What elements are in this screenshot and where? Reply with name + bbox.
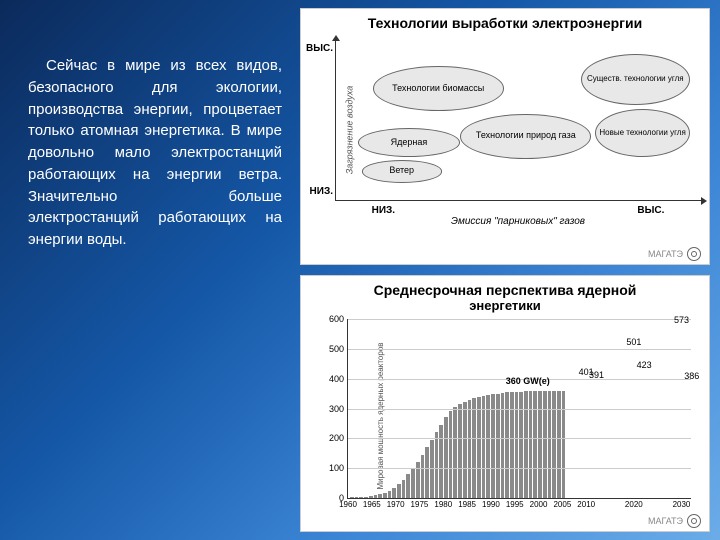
- xtick: 1965: [363, 500, 381, 509]
- ytick: 400: [329, 374, 348, 384]
- xtick: 1980: [434, 500, 452, 509]
- bar: [533, 391, 537, 498]
- bar: [397, 484, 401, 498]
- bar: [439, 425, 443, 498]
- xtick: 2000: [530, 500, 548, 509]
- xtick: 1975: [411, 500, 429, 509]
- bar: [562, 391, 566, 498]
- proj-low-label: 386: [684, 371, 699, 381]
- fig2-footer: МАГАТЭ: [648, 514, 701, 528]
- xtick: 2020: [625, 500, 643, 509]
- ytick: 600: [329, 314, 348, 324]
- fig1-xtick-low: НИЗ.: [372, 205, 395, 216]
- iaea-logo-icon: [687, 247, 701, 261]
- fig1-x-label: Эмиссия "парниковых" газов: [451, 216, 585, 227]
- xtick: 1990: [482, 500, 500, 509]
- bar: [458, 404, 462, 498]
- fig1-plot: Загрязнение воздуха Технологии биомассыЯ…: [335, 35, 701, 225]
- bar: [425, 447, 429, 498]
- fig1-title: Технологии выработки электроэнергии: [301, 9, 709, 33]
- bar: [524, 391, 528, 498]
- bar: [519, 392, 523, 499]
- bubble-coal-new: Новые технологии угля: [595, 109, 690, 157]
- bar: [411, 468, 415, 498]
- fig1-x-axis: НИЗ. ВЫС. Эмиссия "парниковых" газов: [335, 205, 701, 225]
- fig1-footer: МАГАТЭ: [648, 247, 701, 261]
- xtick: 2030: [673, 500, 691, 509]
- bubble-coal-existing: Существ. технологии угля: [581, 54, 691, 105]
- proj-low-label: 423: [637, 360, 652, 370]
- text-panel: Сейчас в мире из всех видов, безопасного…: [0, 0, 300, 540]
- gridline: [348, 438, 691, 439]
- fig1-ytick-high: ВЫС.: [306, 43, 333, 54]
- bar: [388, 491, 392, 498]
- bar: [548, 391, 552, 498]
- arrow-right-icon: [701, 197, 707, 205]
- bubble-nuclear: Ядерная: [358, 128, 460, 157]
- fig2-plot: 1960196519701975198019851990199520002005…: [347, 319, 691, 499]
- ytick: 500: [329, 344, 348, 354]
- bar: [421, 455, 425, 498]
- gridline: [348, 319, 691, 320]
- xtick: 2005: [553, 500, 571, 509]
- bar: [557, 391, 561, 498]
- xtick: 1995: [506, 500, 524, 509]
- bar: [529, 391, 533, 498]
- bar: [392, 488, 396, 498]
- bar: [491, 394, 495, 498]
- bar: [402, 480, 406, 498]
- fig1-axes: Технологии биомассы Ядерная Ветер Технологи…: [335, 41, 701, 201]
- gridline: [348, 349, 691, 350]
- proj-high-label: 573: [674, 315, 689, 325]
- bar: [482, 396, 486, 498]
- proj-low-label: 391: [589, 370, 604, 380]
- bar: [472, 398, 476, 498]
- xtick: 1970: [387, 500, 405, 509]
- bubble-biomass: Технологии биомассы: [373, 66, 504, 111]
- figure-generation-technologies: Технологии выработки электроэнергии Загр…: [300, 8, 710, 265]
- arrow-up-icon: [332, 35, 340, 41]
- fig2-x-ticks: 1960196519701975198019851990199520002005…: [348, 498, 691, 514]
- bar: [477, 397, 481, 498]
- fig1-xtick-high: ВЫС.: [637, 205, 664, 216]
- bar: [453, 407, 457, 498]
- bar: [449, 411, 453, 498]
- bubble-natgas: Технологии природ газа: [460, 114, 591, 159]
- iaea-logo-icon: [687, 514, 701, 528]
- historical-capacity-label: 360 GW(e): [506, 376, 550, 386]
- bar: [435, 432, 439, 498]
- body-paragraph: Сейчас в мире из всех видов, безопасного…: [28, 55, 282, 251]
- xtick: 2010: [577, 500, 595, 509]
- figures-panel: Технологии выработки электроэнергии Загр…: [300, 0, 720, 540]
- xtick: 1985: [458, 500, 476, 509]
- bar: [444, 417, 448, 498]
- bar: [543, 391, 547, 498]
- ytick: 200: [329, 433, 348, 443]
- bar: [406, 474, 410, 498]
- fig2-title-2: энергетики: [301, 298, 709, 313]
- bar: [468, 400, 472, 498]
- bar: [486, 395, 490, 498]
- fig2-source: МАГАТЭ: [648, 516, 683, 526]
- bar: [538, 391, 542, 498]
- proj-high-label: 501: [626, 337, 641, 347]
- fig1-ytick-low: НИЗ.: [310, 186, 333, 197]
- ytick: 300: [329, 404, 348, 414]
- ytick: 0: [339, 493, 348, 503]
- gridline: [348, 468, 691, 469]
- figure-nuclear-outlook: Среднесрочная перспектива ядерной энерге…: [300, 275, 710, 532]
- fig1-source: МАГАТЭ: [648, 249, 683, 259]
- bar: [552, 391, 556, 498]
- bubble-wind: Ветер: [362, 160, 442, 182]
- ytick: 100: [329, 463, 348, 473]
- fig2-title-1: Среднесрочная перспектива ядерной: [301, 276, 709, 298]
- bar: [463, 402, 467, 498]
- gridline: [348, 409, 691, 410]
